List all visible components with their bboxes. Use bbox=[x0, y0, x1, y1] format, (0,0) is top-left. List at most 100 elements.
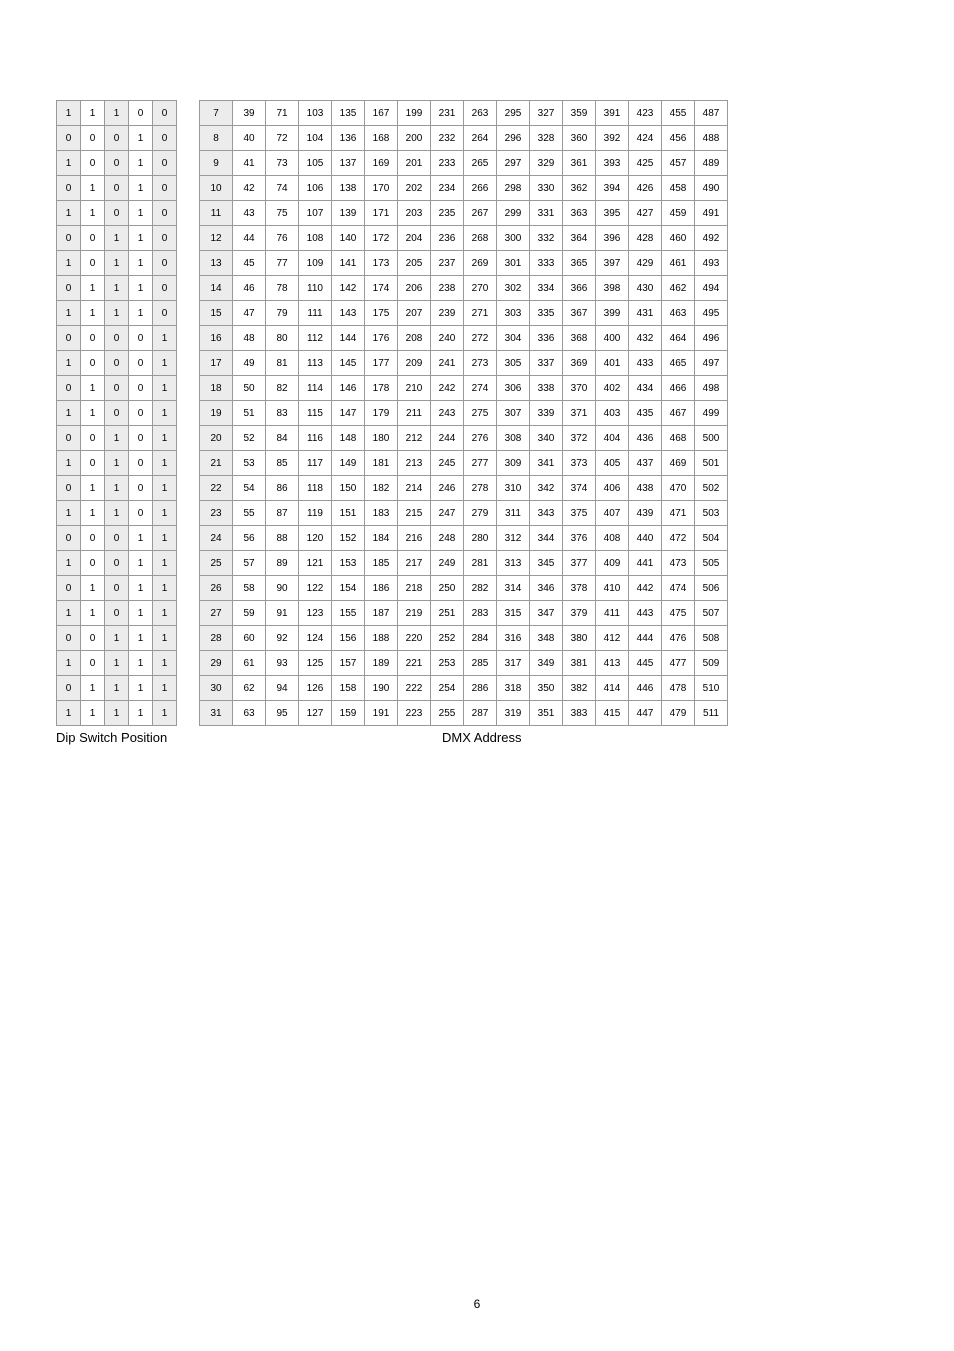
dip-cell: 1 bbox=[129, 176, 153, 201]
dmx-cell: 103 bbox=[299, 101, 332, 126]
dip-cell: 0 bbox=[129, 326, 153, 351]
dmx-cell: 432 bbox=[629, 326, 662, 351]
dip-cell: 1 bbox=[105, 451, 129, 476]
dmx-cell: 511 bbox=[695, 701, 728, 726]
dmx-cell: 41 bbox=[233, 151, 266, 176]
dmx-cell: 395 bbox=[596, 201, 629, 226]
dmx-cell: 349 bbox=[530, 651, 563, 676]
dmx-cell: 435 bbox=[629, 401, 662, 426]
dmx-cell: 210 bbox=[398, 376, 431, 401]
dmx-cell: 336 bbox=[530, 326, 563, 351]
dmx-cell: 277 bbox=[464, 451, 497, 476]
dmx-cell: 399 bbox=[596, 301, 629, 326]
dmx-cell: 62 bbox=[233, 676, 266, 701]
dmx-cell: 413 bbox=[596, 651, 629, 676]
dmx-cell: 48 bbox=[233, 326, 266, 351]
dmx-cell: 148 bbox=[332, 426, 365, 451]
dip-cell: 1 bbox=[105, 501, 129, 526]
dip-cell: 0 bbox=[57, 226, 81, 251]
dip-cell: 1 bbox=[129, 576, 153, 601]
dmx-cell: 218 bbox=[398, 576, 431, 601]
dmx-cell: 379 bbox=[563, 601, 596, 626]
dmx-cell: 425 bbox=[629, 151, 662, 176]
dmx-cell: 255 bbox=[431, 701, 464, 726]
dip-cell: 0 bbox=[153, 201, 177, 226]
dmx-cell: 383 bbox=[563, 701, 596, 726]
dmx-cell: 338 bbox=[530, 376, 563, 401]
dip-cell: 1 bbox=[129, 551, 153, 576]
dmx-cell: 363 bbox=[563, 201, 596, 226]
dip-cell: 0 bbox=[153, 226, 177, 251]
dip-cell: 1 bbox=[129, 301, 153, 326]
dmx-cell: 142 bbox=[332, 276, 365, 301]
dip-cell: 0 bbox=[129, 401, 153, 426]
dip-cell: 1 bbox=[105, 626, 129, 651]
dmx-cell: 275 bbox=[464, 401, 497, 426]
dmx-cell: 366 bbox=[563, 276, 596, 301]
dip-cell: 1 bbox=[105, 476, 129, 501]
dmx-cell: 135 bbox=[332, 101, 365, 126]
dmx-cell: 26 bbox=[200, 576, 233, 601]
dmx-cell: 179 bbox=[365, 401, 398, 426]
dmx-cell: 333 bbox=[530, 251, 563, 276]
dip-cell: 1 bbox=[129, 701, 153, 726]
dmx-cell: 24 bbox=[200, 526, 233, 551]
dmx-cell: 17 bbox=[200, 351, 233, 376]
dip-cell: 0 bbox=[81, 351, 105, 376]
dmx-cell: 440 bbox=[629, 526, 662, 551]
dip-cell: 1 bbox=[81, 676, 105, 701]
dmx-cell: 339 bbox=[530, 401, 563, 426]
dmx-cell: 120 bbox=[299, 526, 332, 551]
dmx-cell: 346 bbox=[530, 576, 563, 601]
dmx-cell: 14 bbox=[200, 276, 233, 301]
dip-cell: 0 bbox=[81, 226, 105, 251]
dip-cell: 0 bbox=[105, 551, 129, 576]
dmx-cell: 457 bbox=[662, 151, 695, 176]
dmx-cell: 489 bbox=[695, 151, 728, 176]
dmx-cell: 216 bbox=[398, 526, 431, 551]
dip-cell: 1 bbox=[129, 276, 153, 301]
dmx-cell: 397 bbox=[596, 251, 629, 276]
dmx-cell: 181 bbox=[365, 451, 398, 476]
dmx-cell: 250 bbox=[431, 576, 464, 601]
dip-cell: 1 bbox=[153, 651, 177, 676]
dmx-cell: 423 bbox=[629, 101, 662, 126]
dip-cell: 1 bbox=[105, 301, 129, 326]
dmx-cell: 206 bbox=[398, 276, 431, 301]
dip-cell: 1 bbox=[129, 126, 153, 151]
dmx-cell: 112 bbox=[299, 326, 332, 351]
dmx-cell: 499 bbox=[695, 401, 728, 426]
dmx-cell: 305 bbox=[497, 351, 530, 376]
dmx-cell: 372 bbox=[563, 426, 596, 451]
dip-cell: 1 bbox=[81, 376, 105, 401]
dmx-cell: 47 bbox=[233, 301, 266, 326]
page-number: 6 bbox=[0, 1297, 954, 1311]
dmx-cell: 72 bbox=[266, 126, 299, 151]
dmx-cell: 479 bbox=[662, 701, 695, 726]
dmx-cell: 306 bbox=[497, 376, 530, 401]
dip-cell: 0 bbox=[129, 501, 153, 526]
dip-cell: 1 bbox=[57, 151, 81, 176]
dip-cell: 1 bbox=[81, 101, 105, 126]
dip-cell: 1 bbox=[153, 626, 177, 651]
dip-cell: 0 bbox=[153, 101, 177, 126]
dmx-cell: 370 bbox=[563, 376, 596, 401]
dmx-cell: 249 bbox=[431, 551, 464, 576]
dmx-address-table: 7397110313516719923126329532735939142345… bbox=[199, 100, 728, 726]
dip-cell: 1 bbox=[57, 251, 81, 276]
dmx-cell: 83 bbox=[266, 401, 299, 426]
dip-cell: 1 bbox=[105, 251, 129, 276]
dmx-cell: 46 bbox=[233, 276, 266, 301]
dmx-cell: 340 bbox=[530, 426, 563, 451]
dmx-cell: 240 bbox=[431, 326, 464, 351]
dmx-cell: 104 bbox=[299, 126, 332, 151]
dmx-cell: 462 bbox=[662, 276, 695, 301]
dmx-cell: 76 bbox=[266, 226, 299, 251]
dmx-cell: 374 bbox=[563, 476, 596, 501]
dmx-cell: 12 bbox=[200, 226, 233, 251]
dmx-cell: 296 bbox=[497, 126, 530, 151]
dmx-cell: 415 bbox=[596, 701, 629, 726]
dip-cell: 1 bbox=[129, 226, 153, 251]
dmx-cell: 150 bbox=[332, 476, 365, 501]
dmx-cell: 57 bbox=[233, 551, 266, 576]
